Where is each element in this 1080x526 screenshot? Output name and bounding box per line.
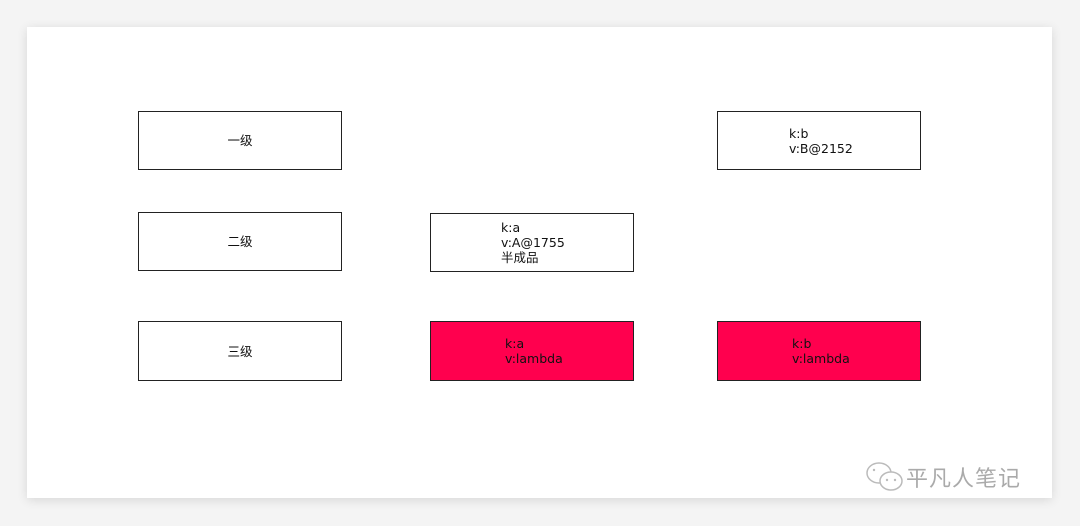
wechat-icon [866, 462, 903, 491]
watermark: 平凡人笔记 [864, 460, 1021, 494]
level-1-label: 一级 [227, 133, 253, 148]
value-text: v:lambda [792, 351, 850, 366]
value-text: v:A@1755 [501, 235, 565, 250]
level-2-label: 二级 [227, 234, 253, 249]
note-text: 半成品 [501, 250, 539, 265]
key-text: k:a [501, 220, 521, 235]
watermark-text: 平凡人笔记 [906, 467, 1022, 492]
level-3-label: 三级 [227, 343, 253, 359]
level-1-box: 一级 [138, 111, 342, 170]
key-text: k:a [505, 336, 525, 351]
level-1-cache-b: k:b v:B@2152 [717, 111, 921, 170]
level-2-box: 二级 [138, 212, 342, 271]
value-text: v:lambda [505, 351, 563, 366]
level-3-box: 三级 [138, 321, 342, 381]
key-text: k:b [789, 125, 809, 141]
level-2-cache-a: k:a v:A@1755 半成品 [430, 213, 634, 272]
level-3-cache-b: k:b v:lambda [717, 321, 921, 381]
value-text: v:B@2152 [789, 140, 853, 156]
level-3-cache-a: k:a v:lambda [430, 321, 634, 381]
key-text: k:b [792, 336, 812, 351]
